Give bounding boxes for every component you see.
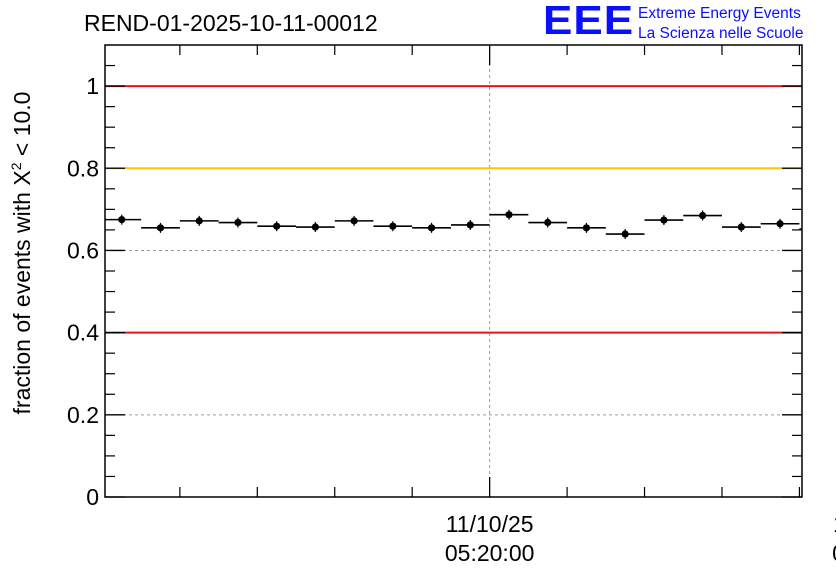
data-point [195,217,203,225]
data-point [427,224,436,232]
y-tick-label: 0.2 [67,402,99,428]
data-point [389,222,397,230]
y-axis-label-main: fraction of events with X [9,170,35,415]
y-axis-label-tail: < 10.0 [9,91,35,163]
eee-logo-mark: EEE [543,0,635,44]
logo-line-1: Extreme Energy Events [638,5,801,22]
plot-frame [104,44,803,498]
eee-logo: EEE Extreme Energy Events La Scienza nel… [543,1,833,45]
data-point [660,216,668,224]
data-series [105,209,802,240]
data-point [699,211,707,220]
chart-title: REND-01-2025-10-11-00012 [84,10,378,36]
y-axis-label-sup: 2 [8,162,24,171]
tick-labels: 0 0.2 0.4 0.6 0.8 1 11/10/25 05:20:00 11/10/25 05… [67,73,836,566]
x-tick-label-time: 05:20:00 [445,540,535,566]
y-tick-label: 1 [86,73,99,99]
data-point [273,222,281,230]
data-point [234,218,242,227]
logo-line-2: La Scienza nelle Scuole [638,25,804,42]
data-point [350,217,358,225]
x-tick-label-date: 11/10/25 [446,511,534,537]
data-point [156,224,165,232]
data-point [621,230,629,238]
y-tick-label: 0 [86,484,99,510]
x-tick-label-time: 05:30:00 [832,540,836,566]
axis-ticks [105,45,802,498]
data-point [737,223,745,231]
y-tick-label: 0.6 [67,237,99,263]
data-point [776,220,784,228]
data-point [311,223,319,231]
data-point [466,221,474,229]
y-tick-label: 0.8 [67,155,99,181]
grid-lines [105,45,802,497]
y-tick-label: 0.4 [67,320,99,346]
y-axis-label: fraction of events with X2 < 10.0 [8,92,36,415]
data-point [544,218,552,227]
data-point [582,224,591,232]
reference-lines [105,85,802,334]
data-point [505,211,513,219]
data-point [118,216,126,224]
x-tick-label-date: 11/10/25 [833,511,836,537]
